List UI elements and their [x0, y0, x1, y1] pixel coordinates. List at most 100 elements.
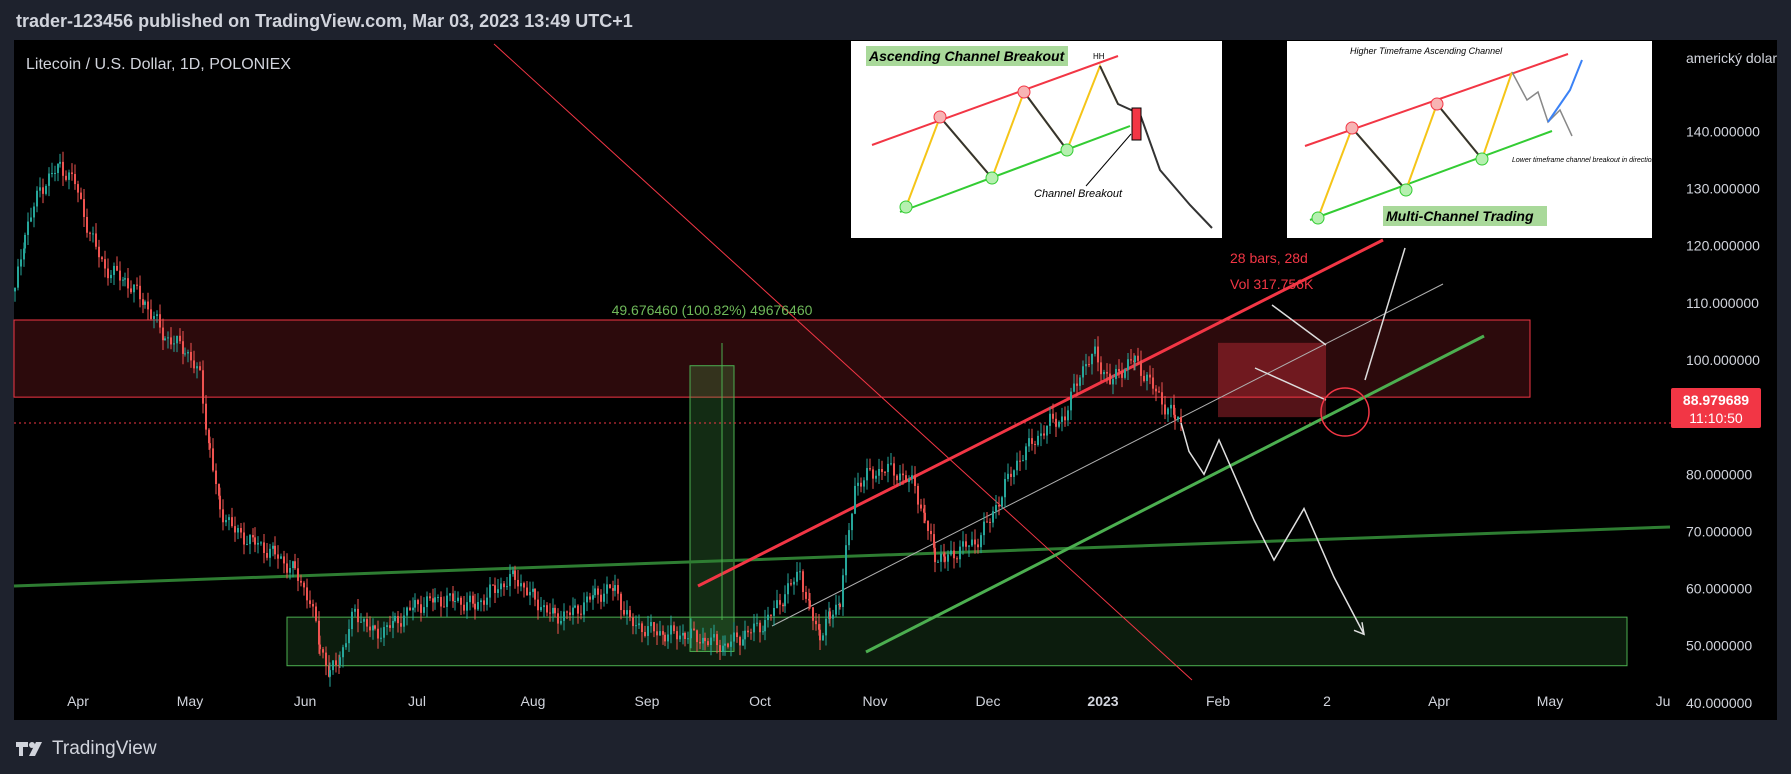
candle-body [647, 626, 649, 636]
candle-body [394, 616, 396, 621]
candle-body [514, 570, 516, 580]
candle-body [679, 635, 681, 640]
last-price-badge: 88.979689 11:10:50 [1671, 388, 1761, 428]
candle-body [629, 610, 631, 618]
inset1-note: Channel Breakout [1034, 188, 1123, 200]
candle-body [403, 615, 405, 627]
candle-body [219, 495, 221, 510]
candle-body [1155, 388, 1157, 392]
candle-body [440, 597, 442, 607]
candle-body [614, 585, 616, 591]
candle-body [733, 632, 735, 642]
candle-body [136, 284, 138, 286]
candle-body [784, 594, 786, 607]
candle-body [1143, 375, 1145, 381]
candle-body [1001, 497, 1003, 507]
candle-body [1043, 433, 1045, 436]
candle-body [779, 600, 781, 605]
candle-body [246, 544, 248, 546]
candle-body [289, 568, 291, 573]
channel-mid-line [771, 283, 1444, 627]
candle-body [277, 554, 279, 559]
candle-body [1049, 413, 1051, 426]
candle-body [902, 473, 904, 476]
candle-body [796, 571, 798, 582]
candle-body [1094, 346, 1096, 354]
candle-body [713, 634, 715, 638]
candle-body [947, 554, 949, 562]
candle-body [23, 248, 25, 260]
candle-body [776, 600, 778, 609]
candle-body [144, 301, 146, 305]
candle-body [446, 595, 448, 607]
candle-body [294, 561, 296, 569]
candle-body [773, 608, 775, 616]
x-tick-label: Sep [635, 693, 660, 709]
candle-body [354, 608, 356, 612]
candle-body [560, 620, 562, 624]
candle-body [626, 610, 628, 615]
candle-body [269, 548, 271, 558]
price-chart[interactable]: Litecoin / U.S. Dollar, 1D, POLONIEX ame… [0, 0, 1791, 720]
currency-label: americký dolar [1686, 50, 1777, 66]
candle-body [875, 475, 877, 479]
candle-body [173, 343, 175, 345]
candle-body [372, 625, 374, 631]
candle-body [549, 612, 551, 614]
x-tick-label: Apr [1428, 693, 1450, 709]
candle-body [80, 192, 82, 200]
candle-body [57, 163, 59, 173]
candle-body [397, 616, 399, 624]
x-tick-label: Aug [521, 693, 546, 709]
candle-body [520, 583, 522, 587]
candle-body [348, 629, 350, 644]
candle-body [869, 468, 871, 470]
candle-body [835, 604, 837, 615]
candle-body [1134, 355, 1136, 363]
candle-body [881, 468, 883, 472]
candle-body [845, 545, 847, 576]
candle-body [480, 600, 482, 603]
candle-body [374, 625, 376, 629]
candle-body [167, 337, 169, 339]
candle-body [977, 544, 979, 548]
candle-body [532, 588, 534, 592]
candle-body [563, 611, 565, 621]
candle-body [924, 512, 926, 521]
candle-body [1007, 473, 1009, 479]
candle-body [113, 265, 115, 275]
candle-body [1079, 377, 1081, 386]
wedge-upper [1271, 304, 1327, 346]
candle-body [569, 612, 571, 615]
candle-body [86, 216, 88, 233]
candle-body [187, 351, 189, 354]
candle-body [1055, 418, 1057, 427]
candle-body [1140, 360, 1142, 376]
candle-body [98, 246, 100, 258]
candle-body [377, 628, 379, 639]
candle-body [825, 618, 827, 636]
candle-body [884, 471, 886, 473]
candle-body [215, 470, 217, 485]
candle-body [329, 670, 331, 677]
candle-body [77, 184, 79, 193]
candle-body [300, 580, 302, 583]
candle-body [744, 630, 746, 640]
candle-body [65, 175, 67, 180]
countdown: 11:10:50 [1689, 410, 1743, 426]
candle-body [234, 526, 236, 533]
candle-body [130, 288, 132, 293]
candle-body [1037, 435, 1039, 445]
candle-body [366, 619, 368, 627]
candle-body [218, 484, 220, 496]
candle-body [767, 614, 769, 621]
candle-body [318, 620, 320, 645]
candle-body [266, 552, 268, 558]
candle-body [927, 520, 929, 531]
candle-body [254, 537, 256, 545]
candle-body [641, 623, 643, 633]
inset2-note1: Higher Timeframe Ascending Channel [1350, 46, 1503, 56]
tradingview-logo[interactable]: TradingView [16, 738, 157, 760]
candle-body [1085, 364, 1087, 367]
resistance-zone [13, 319, 1531, 398]
